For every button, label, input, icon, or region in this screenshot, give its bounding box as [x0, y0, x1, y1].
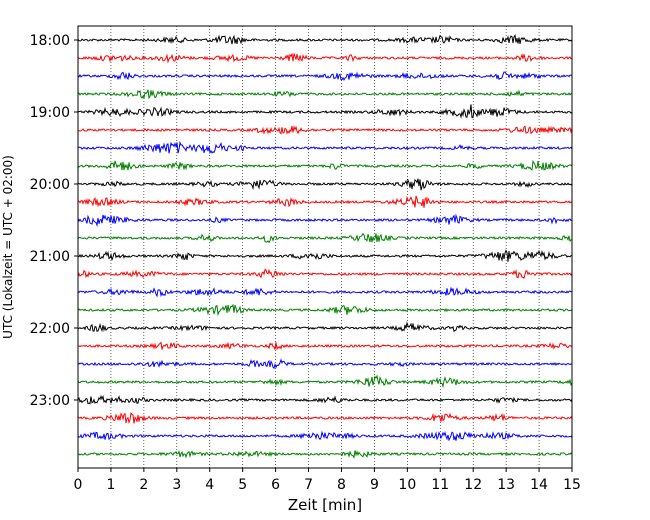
- seismic-trace: [77, 232, 573, 244]
- seismic-trace: [77, 321, 573, 333]
- seismic-trace: [77, 104, 573, 119]
- seismic-trace: [77, 34, 573, 45]
- seismic-trace: [77, 140, 573, 155]
- x-axis-label: Zeit [min]: [288, 496, 362, 514]
- seismic-trace: [77, 374, 573, 388]
- y-axis-label: UTC (Lokalzeit = UTC + 02:00): [1, 155, 15, 339]
- seismic-trace: [77, 195, 573, 208]
- seismic-trace: [77, 125, 573, 135]
- seismic-trace: [77, 286, 573, 298]
- seismic-trace: [77, 430, 573, 442]
- x-tick-label: 10: [398, 477, 416, 493]
- seismic-trace: [77, 358, 573, 370]
- x-tick-label: 8: [337, 477, 346, 493]
- x-tick-label: 13: [497, 477, 515, 493]
- x-tick-label: 6: [271, 477, 280, 493]
- x-tick-label: 14: [530, 477, 548, 493]
- seismic-trace: [77, 341, 573, 351]
- x-tick-label: 4: [205, 477, 214, 493]
- y-tick-label: 19:00: [30, 105, 70, 121]
- plot-frame: [77, 25, 573, 469]
- trace-group: [77, 34, 573, 459]
- y-tick-label: 21:00: [30, 249, 70, 265]
- seismic-trace: [77, 394, 573, 405]
- seismic-trace: [77, 89, 573, 100]
- y-tick-label: 18:00: [30, 33, 70, 49]
- seismic-trace: [77, 268, 573, 279]
- seismic-trace: [77, 52, 573, 64]
- seismic-trace: [77, 178, 573, 191]
- seismic-trace: [77, 249, 573, 262]
- y-tick-label: 23:00: [30, 393, 70, 409]
- seismic-trace: [77, 159, 573, 171]
- seismic-trace: [77, 450, 573, 459]
- x-tick-label: 0: [74, 477, 83, 493]
- x-tick-label: 2: [139, 477, 148, 493]
- seismic-trace: [77, 303, 573, 317]
- x-tick-label: 1: [106, 477, 115, 493]
- x-tick-label: 11: [431, 477, 449, 493]
- seismic-trace: [77, 411, 573, 425]
- seismic-trace: [77, 71, 573, 81]
- x-axis-ticks: 0 1 2 3 4 5 6 7 8 9 10 11 12 13 14 15: [74, 468, 581, 493]
- x-tick-label: 3: [172, 477, 181, 493]
- x-tick-label: 5: [238, 477, 247, 493]
- seismic-trace: [77, 213, 573, 228]
- x-tick-label: 15: [563, 477, 581, 493]
- x-tick-label: 7: [304, 477, 313, 493]
- y-tick-label: 20:00: [30, 177, 70, 193]
- x-tick-label: 9: [370, 477, 379, 493]
- x-tick-label: 12: [464, 477, 482, 493]
- y-tick-label: 22:00: [30, 321, 70, 337]
- y-axis-ticks: 18:00 19:00 20:00 21:00 22:00 23:00: [30, 33, 78, 409]
